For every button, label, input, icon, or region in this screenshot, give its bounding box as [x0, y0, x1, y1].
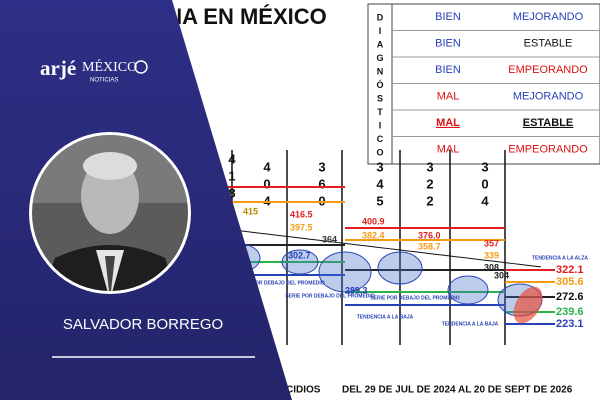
- annotation: TENDENCIA A LA BAJA: [357, 314, 414, 320]
- peak-digit: 2: [426, 193, 433, 208]
- segment-label: 289.3: [345, 285, 368, 295]
- segment-label: 397.5: [290, 222, 313, 232]
- diagnosis-cell: ESTABLE: [523, 117, 574, 129]
- diagnosis-letter: A: [377, 39, 384, 49]
- peak-digit: 3: [426, 159, 433, 174]
- footer: DEL 29 DE JUL DE 2024 AL 20 DE SEPT DE 2…: [342, 385, 573, 396]
- diagnosis-cell: MAL: [437, 90, 460, 102]
- logo-name: MÉXICO: [82, 58, 137, 75]
- series-line: [204, 226, 542, 268]
- trend-ellipse: [377, 251, 423, 285]
- diagnosis-letter: D: [377, 12, 384, 22]
- peak-digit: 8: [228, 185, 235, 200]
- diagnosis-cell: BIEN: [435, 64, 461, 76]
- logo-eye: [134, 60, 148, 74]
- diagnosis-cell: ESTABLE: [524, 37, 573, 49]
- forecast-ellipse: [513, 286, 543, 324]
- diagnosis-cell: MEJORANDO: [513, 90, 584, 102]
- chart-image: MANA EN MÉXICOa CDIAGNÓSTICOBIENMEJORAND…: [132, 3, 600, 396]
- peak-digit: 6: [318, 176, 325, 191]
- footer-left: CIDIOS: [286, 385, 321, 396]
- peak-digit: 5: [376, 193, 383, 208]
- logo-brand: arjé: [40, 56, 76, 80]
- diagnosis-cell: MAL: [436, 117, 460, 129]
- diagnosis-letter: I: [379, 120, 382, 130]
- peak-digit: 3: [318, 159, 325, 174]
- diagnosis-cell: BIEN: [435, 11, 461, 23]
- peak-digit: 4: [263, 193, 271, 208]
- trend-ellipse: [447, 275, 489, 305]
- segment-label: 308: [484, 262, 499, 272]
- diagnosis-cell: MAL: [437, 143, 460, 155]
- peak-digit: 3: [481, 159, 488, 174]
- diagnosis-letter: Ó: [376, 79, 383, 90]
- level-value: 322.1: [556, 264, 584, 276]
- annotation: TENDENCIA A LA BAJA: [442, 321, 499, 327]
- trend-ellipse: [281, 249, 319, 275]
- segment-label: 358.7: [418, 241, 441, 251]
- peak-digit: 3: [376, 159, 383, 174]
- segment-label: 339: [484, 250, 499, 260]
- diagnosis-letter: I: [379, 26, 382, 36]
- peak-digit: 0: [481, 176, 488, 191]
- diagnosis-letter: N: [377, 66, 384, 76]
- annotation: TENDENCIA A LA ALZA: [532, 255, 588, 261]
- segment-label: 382.4: [362, 230, 385, 240]
- peak-digit: 2: [426, 176, 433, 191]
- level-value: 223.1: [556, 318, 584, 330]
- author-name: SALVADOR BORREGO: [63, 316, 223, 333]
- level-value: 305.6: [556, 276, 584, 288]
- peak-digit: 1: [228, 168, 235, 183]
- peak-digit: 4: [263, 159, 271, 174]
- segment-label: 302.7: [288, 250, 311, 260]
- level-value: 239.6: [556, 306, 584, 318]
- segment-label: 364: [322, 234, 337, 244]
- peak-digit: 4: [481, 193, 489, 208]
- diagnosis-letter: S: [377, 93, 383, 103]
- peak-digit: 4: [376, 176, 384, 191]
- segment-label: 415: [243, 206, 258, 216]
- logo-tagline: NOTICIAS: [90, 78, 118, 84]
- diagnosis-letter: T: [377, 107, 383, 117]
- trend-ellipse: [318, 251, 372, 293]
- segment-label: 304: [494, 270, 509, 280]
- diagnosis-letter: G: [376, 53, 383, 63]
- peak-digit: 0: [318, 193, 325, 208]
- level-value: 272.6: [556, 291, 584, 303]
- diagnosis-cell: EMPEORANDO: [508, 64, 588, 76]
- annotation: SERIE POR DEBAJO DEL PROMEDIO: [285, 293, 374, 299]
- segment-label: 357: [484, 238, 499, 248]
- annotation: SERIE POR DEBAJO DEL PROMEDIO: [370, 295, 459, 301]
- peak-digit: 0: [263, 176, 270, 191]
- diagnosis-cell: BIEN: [435, 37, 461, 49]
- diagnosis-cell: EMPEORANDO: [508, 143, 588, 155]
- peak-digit: 4: [228, 151, 236, 166]
- diagnosis-cell: MEJORANDO: [513, 11, 584, 23]
- diagnosis-letter: C: [377, 134, 384, 144]
- segment-label: 400.9: [362, 216, 385, 226]
- annotation: SERIE POR DEBAJO DEL PROMEDIO: [235, 280, 324, 286]
- diagnosis-letter: O: [376, 147, 383, 157]
- segment-label: 376.0: [418, 230, 441, 240]
- segment-label: 416.5: [290, 209, 313, 219]
